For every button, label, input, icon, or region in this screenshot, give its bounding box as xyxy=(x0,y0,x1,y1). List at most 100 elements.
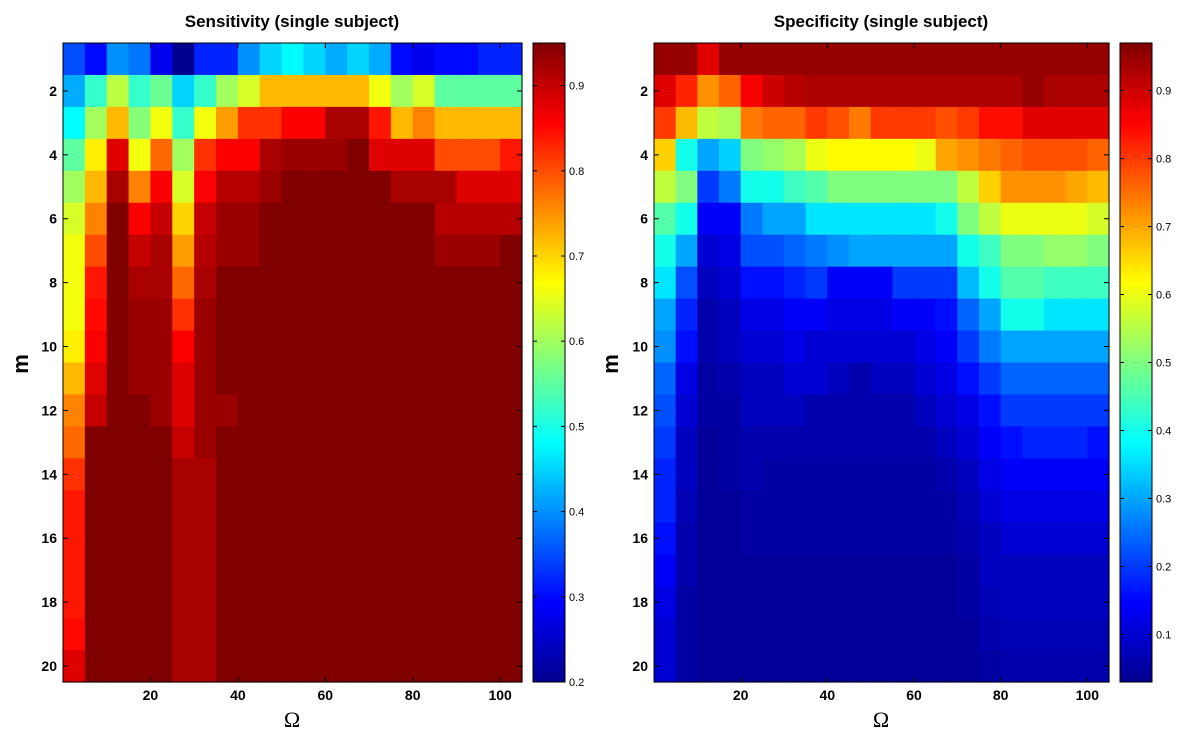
heatmap-cell xyxy=(1065,330,1088,364)
heatmap-cell xyxy=(84,458,108,491)
heatmap-cell xyxy=(1044,458,1067,491)
heatmap-cell xyxy=(500,362,523,396)
heatmap-cell xyxy=(412,106,436,140)
heatmap-cell xyxy=(935,394,958,427)
heatmap-cell xyxy=(654,330,677,364)
heatmap-cell xyxy=(478,554,501,587)
heatmap-cell xyxy=(935,362,958,396)
heatmap-cell xyxy=(281,650,305,683)
heatmap-cell xyxy=(762,650,785,683)
heatmap-cell xyxy=(106,650,130,683)
heatmap-cell xyxy=(1022,298,1045,332)
heatmap-cell xyxy=(957,170,980,204)
heatmap-cell xyxy=(979,650,1002,683)
heatmap-cell xyxy=(719,618,742,651)
heatmap-cell xyxy=(697,650,720,683)
heatmap-cell xyxy=(849,426,872,459)
heatmap-cell xyxy=(63,650,86,683)
heatmap-cell xyxy=(216,490,239,523)
x-tick-label: 80 xyxy=(993,687,1009,703)
heatmap-cell xyxy=(675,554,698,587)
heatmap-cell xyxy=(1000,650,1023,683)
heatmap-cell xyxy=(1044,618,1067,651)
heatmap-cell xyxy=(979,170,1002,204)
heatmap-cell xyxy=(1022,522,1045,555)
heatmap-cell xyxy=(697,522,720,555)
heatmap-cell xyxy=(849,74,872,108)
heatmap-cell xyxy=(128,170,152,204)
axis-ticks: 20 40 60 80 100 2 4 6 8 10 12 14 16 18 20 xyxy=(41,43,522,703)
heatmap-cell xyxy=(654,426,677,459)
heatmap-cell xyxy=(979,202,1002,236)
heatmap-cell xyxy=(805,138,828,172)
heatmap-cell xyxy=(849,586,872,619)
heatmap-cell xyxy=(805,586,828,619)
heatmap-cell xyxy=(63,138,86,172)
heatmap-cell xyxy=(456,266,479,300)
heatmap-cell xyxy=(719,74,742,108)
heatmap-cell xyxy=(957,554,980,587)
heatmap-cell xyxy=(719,234,742,268)
heatmap-cell xyxy=(784,266,807,300)
heatmap-cell xyxy=(347,554,370,587)
heatmap-cell xyxy=(150,138,173,172)
heatmap-cell xyxy=(654,618,677,651)
heatmap-cell xyxy=(827,618,850,651)
heatmap-cell xyxy=(1000,618,1023,651)
heatmap-cell xyxy=(784,618,807,651)
heatmap-cell xyxy=(784,202,807,236)
heatmap-cell xyxy=(762,74,785,108)
heatmap-cell xyxy=(259,330,283,364)
heatmap-cell xyxy=(1087,298,1110,332)
heatmap-cell xyxy=(784,170,807,204)
colorbar-tick-label: 0.3 xyxy=(569,592,584,604)
heatmap-cell xyxy=(1000,202,1023,236)
heatmap-cell xyxy=(827,138,850,172)
heatmap-cell xyxy=(675,43,698,76)
heatmap-cell xyxy=(434,330,458,364)
heatmap-cell xyxy=(1000,74,1023,108)
heatmap-cell xyxy=(935,202,958,236)
heatmap-cell xyxy=(478,650,501,683)
colorbar-tick-label: 0.6 xyxy=(1156,290,1171,302)
heatmap-cell xyxy=(412,426,436,459)
heatmap-cell xyxy=(827,426,850,459)
heatmap-cell xyxy=(434,74,458,108)
heatmap-cell xyxy=(827,43,850,76)
heatmap-cell xyxy=(719,554,742,587)
heatmap-cell xyxy=(675,362,698,396)
colorbar xyxy=(532,42,566,683)
heatmap-cell xyxy=(281,362,305,396)
heatmap-cell xyxy=(128,298,152,332)
heatmap-cell xyxy=(84,202,108,236)
heatmap-cell xyxy=(849,234,872,268)
heatmap-cell xyxy=(784,586,807,619)
heatmap-cell xyxy=(369,618,392,651)
heatmap-cell xyxy=(63,554,86,587)
heatmap-cell xyxy=(914,234,937,268)
heatmap-cell xyxy=(128,490,152,523)
heatmap-cell xyxy=(194,650,217,683)
heatmap-cell xyxy=(434,586,458,619)
heatmap-cell xyxy=(849,458,872,491)
heatmap-cell xyxy=(172,586,195,619)
heatmap-cell xyxy=(237,554,261,587)
heatmap-cell xyxy=(106,266,130,300)
heatmap-cell xyxy=(216,298,239,332)
heatmap-cell xyxy=(719,586,742,619)
heatmap-cell xyxy=(1000,298,1023,332)
heatmap-cell xyxy=(784,234,807,268)
heatmap-cell xyxy=(456,170,479,204)
heatmap-cell xyxy=(369,330,392,364)
heatmap-cell xyxy=(784,554,807,587)
heatmap-cell xyxy=(347,490,370,523)
heatmap-cell xyxy=(1044,43,1067,76)
heatmap-cell xyxy=(303,490,326,523)
heatmap-cell xyxy=(259,362,283,396)
heatmap-cell xyxy=(390,43,414,76)
heatmap-cell xyxy=(957,426,980,459)
heatmap-cell xyxy=(237,650,261,683)
heatmap-cell xyxy=(500,202,523,236)
heatmap-cell xyxy=(697,394,720,427)
heatmap-cell xyxy=(478,202,501,236)
